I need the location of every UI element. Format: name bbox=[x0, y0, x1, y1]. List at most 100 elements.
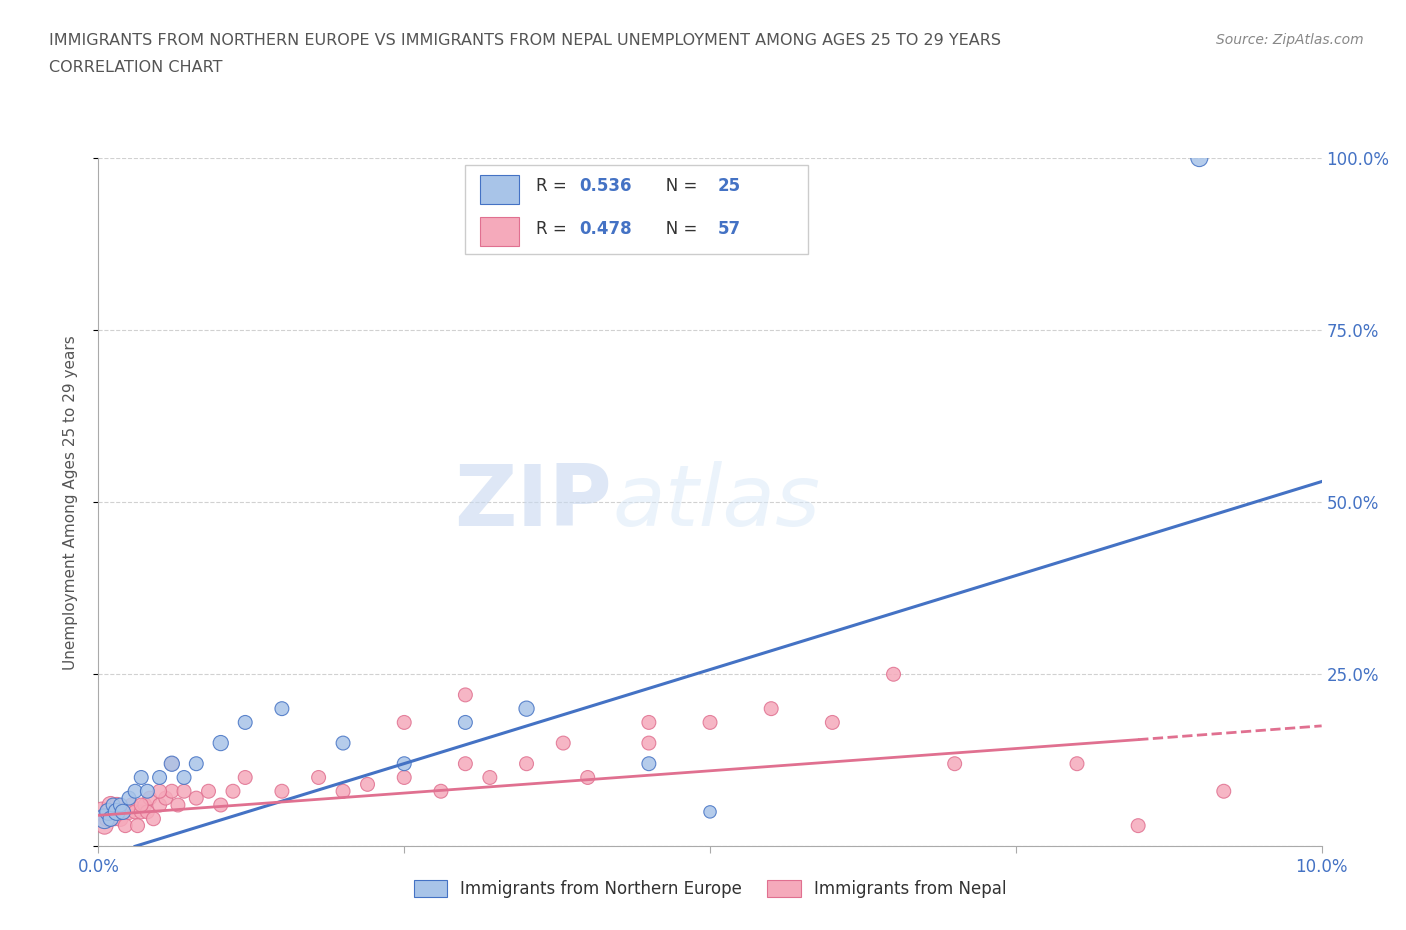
Point bbox=[96, 811, 118, 826]
Text: N =: N = bbox=[650, 220, 703, 238]
Text: Source: ZipAtlas.com: Source: ZipAtlas.com bbox=[1216, 33, 1364, 46]
Point bbox=[149, 784, 172, 799]
Point bbox=[91, 804, 114, 819]
Point bbox=[100, 798, 122, 813]
Point bbox=[1128, 818, 1150, 833]
FancyBboxPatch shape bbox=[465, 165, 808, 255]
Point bbox=[149, 798, 172, 813]
Point bbox=[160, 756, 183, 771]
Point bbox=[129, 804, 152, 819]
Point bbox=[105, 798, 128, 813]
Point bbox=[478, 770, 501, 785]
Point bbox=[108, 804, 131, 819]
Point bbox=[356, 777, 378, 791]
Text: N =: N = bbox=[650, 177, 703, 194]
Point bbox=[638, 715, 661, 730]
Point bbox=[308, 770, 330, 785]
Point bbox=[943, 756, 966, 771]
Point bbox=[454, 756, 477, 771]
Point bbox=[454, 715, 477, 730]
Point bbox=[821, 715, 844, 730]
Point bbox=[332, 736, 354, 751]
Point bbox=[167, 798, 190, 813]
Legend: Immigrants from Northern Europe, Immigrants from Nepal: Immigrants from Northern Europe, Immigra… bbox=[405, 872, 1015, 907]
Point bbox=[97, 804, 120, 819]
Point bbox=[101, 804, 124, 819]
Point bbox=[638, 756, 661, 771]
Point bbox=[124, 804, 146, 819]
Point bbox=[186, 790, 208, 805]
Text: IMMIGRANTS FROM NORTHERN EUROPE VS IMMIGRANTS FROM NEPAL UNEMPLOYMENT AMONG AGES: IMMIGRANTS FROM NORTHERN EUROPE VS IMMIG… bbox=[49, 33, 1001, 47]
Point bbox=[270, 701, 294, 716]
Point bbox=[118, 790, 141, 805]
Point bbox=[100, 811, 122, 826]
Point bbox=[118, 804, 141, 819]
Text: 25: 25 bbox=[717, 177, 741, 194]
Point bbox=[186, 756, 208, 771]
Point bbox=[111, 804, 134, 819]
Point bbox=[883, 667, 905, 682]
Text: 0.478: 0.478 bbox=[579, 220, 631, 238]
Point bbox=[332, 784, 354, 799]
Y-axis label: Unemployment Among Ages 25 to 29 years: Unemployment Among Ages 25 to 29 years bbox=[63, 335, 77, 670]
Point bbox=[1188, 151, 1211, 166]
Point bbox=[576, 770, 599, 785]
Text: R =: R = bbox=[536, 177, 572, 194]
Point bbox=[129, 770, 152, 785]
Point bbox=[97, 804, 120, 819]
Text: ZIP: ZIP bbox=[454, 460, 612, 544]
Point bbox=[454, 687, 477, 702]
Text: atlas: atlas bbox=[612, 460, 820, 544]
Point bbox=[114, 818, 136, 833]
Point bbox=[136, 784, 159, 799]
Point bbox=[392, 756, 416, 771]
Point bbox=[197, 784, 219, 799]
Point bbox=[93, 811, 115, 826]
Point bbox=[134, 798, 156, 813]
Point bbox=[516, 701, 538, 716]
Point bbox=[392, 770, 416, 785]
Point bbox=[430, 784, 453, 799]
FancyBboxPatch shape bbox=[479, 217, 519, 246]
Point bbox=[233, 715, 256, 730]
Point bbox=[222, 784, 245, 799]
Point bbox=[129, 798, 152, 813]
Point bbox=[553, 736, 575, 751]
Point bbox=[638, 736, 661, 751]
Point bbox=[142, 811, 165, 826]
Point bbox=[136, 804, 159, 819]
Point bbox=[392, 715, 416, 730]
Point bbox=[155, 790, 177, 805]
Point bbox=[516, 756, 538, 771]
Point bbox=[699, 715, 721, 730]
Point bbox=[1066, 756, 1088, 771]
Text: CORRELATION CHART: CORRELATION CHART bbox=[49, 60, 222, 75]
Point bbox=[93, 818, 115, 833]
Point bbox=[110, 811, 132, 826]
Point bbox=[699, 804, 721, 819]
Point bbox=[101, 798, 124, 813]
Text: R =: R = bbox=[536, 220, 572, 238]
Point bbox=[127, 818, 149, 833]
Point bbox=[270, 784, 294, 799]
Point bbox=[160, 784, 183, 799]
Point bbox=[110, 798, 132, 813]
Point bbox=[120, 798, 142, 813]
Point bbox=[209, 736, 232, 751]
Point bbox=[233, 770, 256, 785]
Point bbox=[103, 811, 125, 826]
Point bbox=[124, 784, 146, 799]
Point bbox=[149, 770, 172, 785]
Point bbox=[105, 804, 128, 819]
FancyBboxPatch shape bbox=[479, 176, 519, 205]
Text: 0.536: 0.536 bbox=[579, 177, 631, 194]
Text: 57: 57 bbox=[717, 220, 741, 238]
Point bbox=[1212, 784, 1234, 799]
Point bbox=[173, 784, 195, 799]
Point bbox=[160, 756, 183, 771]
Point bbox=[761, 701, 783, 716]
Point bbox=[209, 798, 232, 813]
Point bbox=[139, 790, 162, 805]
Point bbox=[111, 804, 134, 819]
Point bbox=[173, 770, 195, 785]
